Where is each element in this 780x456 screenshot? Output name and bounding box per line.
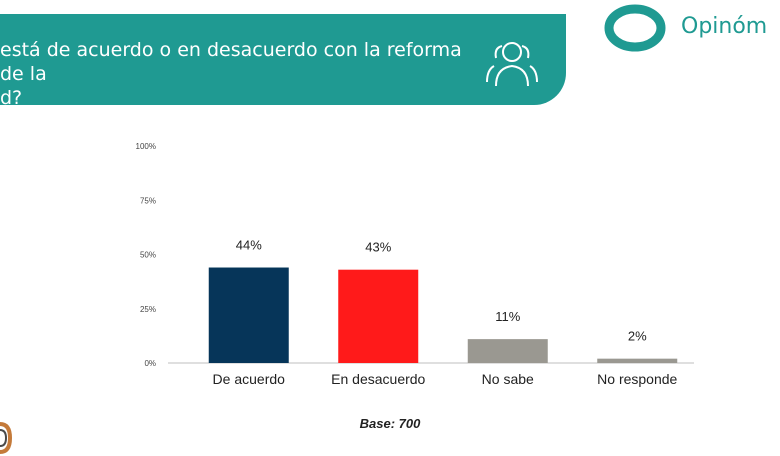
base-note: Base: 700 — [359, 416, 421, 431]
logo-text: Opinóm — [681, 14, 768, 39]
question-text: está de acuerdo o en desacuerdo con la r… — [0, 38, 470, 110]
y-tick-label: 100% — [136, 142, 156, 151]
y-tick-label: 0% — [144, 359, 156, 368]
data-label: 2% — [628, 329, 647, 344]
bar — [597, 358, 678, 363]
x-tick-label: No responde — [597, 371, 677, 387]
x-tick-label: En desacuerdo — [331, 371, 425, 387]
bar-chart: 0% 25% 50% 75% 100% 44% De acuerdo 43% En desacu… — [136, 142, 694, 387]
x-tick-label: De acuerdo — [213, 371, 286, 387]
partial-logo-icon — [0, 422, 13, 454]
people-group-icon — [486, 42, 538, 87]
bar — [208, 267, 289, 363]
data-label: 11% — [495, 309, 520, 324]
bar — [338, 269, 419, 363]
data-label: 43% — [365, 240, 391, 255]
y-tick-label: 75% — [140, 196, 156, 205]
question-line-2: d? — [0, 87, 23, 109]
ring-logo-icon — [604, 4, 666, 52]
y-tick-label: 50% — [140, 251, 156, 260]
y-tick-label: 25% — [140, 305, 156, 314]
question-line-1: está de acuerdo o en desacuerdo con la r… — [0, 39, 462, 85]
x-tick-label: No sabe — [482, 371, 534, 387]
data-label: 44% — [236, 238, 262, 253]
bar — [467, 339, 548, 363]
question-banner: está de acuerdo o en desacuerdo con la r… — [0, 14, 566, 109]
